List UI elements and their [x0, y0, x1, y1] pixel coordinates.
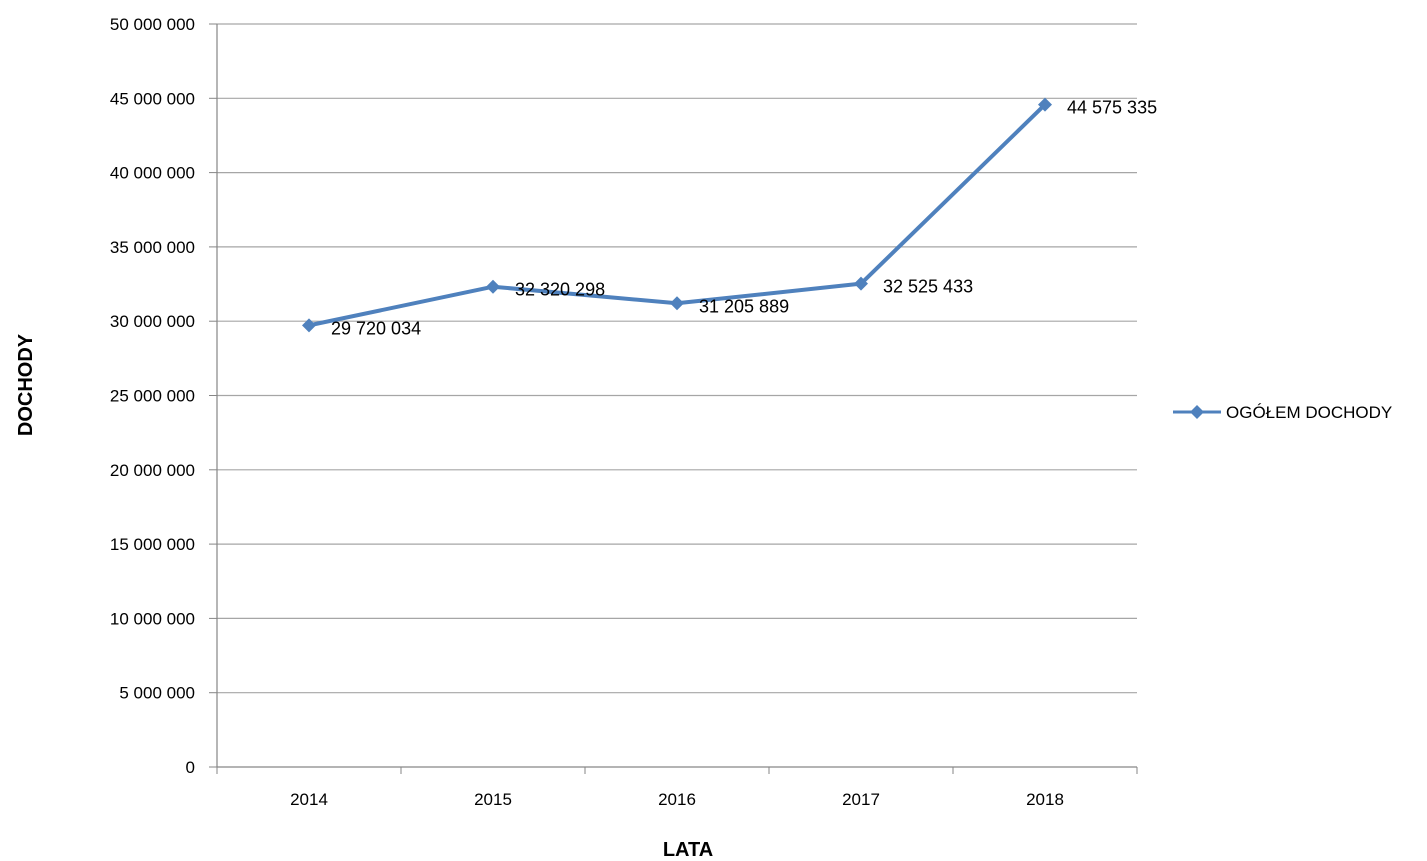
x-tick-label: 2016 [658, 790, 696, 809]
data-label: 32 320 298 [515, 280, 605, 300]
legend-label: OGÓŁEM DOCHODY [1226, 403, 1392, 422]
x-tick-labels: 2014 2015 2016 2017 2018 [290, 790, 1064, 809]
y-tick-label: 20 000 000 [110, 461, 195, 480]
x-tick-label: 2017 [842, 790, 880, 809]
x-axis-title: LATA [663, 839, 713, 861]
legend: OGÓŁEM DOCHODY [1173, 403, 1392, 422]
legend-diamond-marker [1190, 405, 1204, 419]
data-point-marker [486, 280, 500, 294]
x-tick-label: 2018 [1026, 790, 1064, 809]
y-tick-label: 45 000 000 [110, 89, 195, 108]
data-label: 32 525 433 [883, 277, 973, 297]
gridlines [217, 24, 1137, 693]
data-label: 44 575 335 [1067, 98, 1157, 118]
data-label: 31 205 889 [699, 296, 789, 316]
y-tick-labels: 0 5 000 000 10 000 000 15 000 000 20 000 000… [110, 15, 195, 777]
y-tick-label: 0 [186, 758, 195, 777]
data-labels: 29 720 034 32 320 298 31 205 889 32 525 433… [331, 98, 1157, 339]
y-axis-title: DOCHODY [15, 333, 37, 436]
axes [209, 24, 1137, 774]
y-tick-label: 35 000 000 [110, 238, 195, 257]
y-tick-label: 25 000 000 [110, 387, 195, 406]
x-tick-label: 2014 [290, 790, 328, 809]
data-point-marker [670, 296, 684, 310]
y-tick-label: 15 000 000 [110, 535, 195, 554]
y-tick-label: 30 000 000 [110, 312, 195, 331]
series [302, 98, 1052, 333]
y-tick-label: 5 000 000 [119, 684, 195, 703]
y-tick-label: 40 000 000 [110, 164, 195, 183]
data-label: 29 720 034 [331, 318, 421, 338]
y-tick-label: 10 000 000 [110, 609, 195, 628]
x-tick-label: 2015 [474, 790, 512, 809]
y-tick-label: 50 000 000 [110, 15, 195, 34]
data-point-marker [302, 318, 316, 332]
